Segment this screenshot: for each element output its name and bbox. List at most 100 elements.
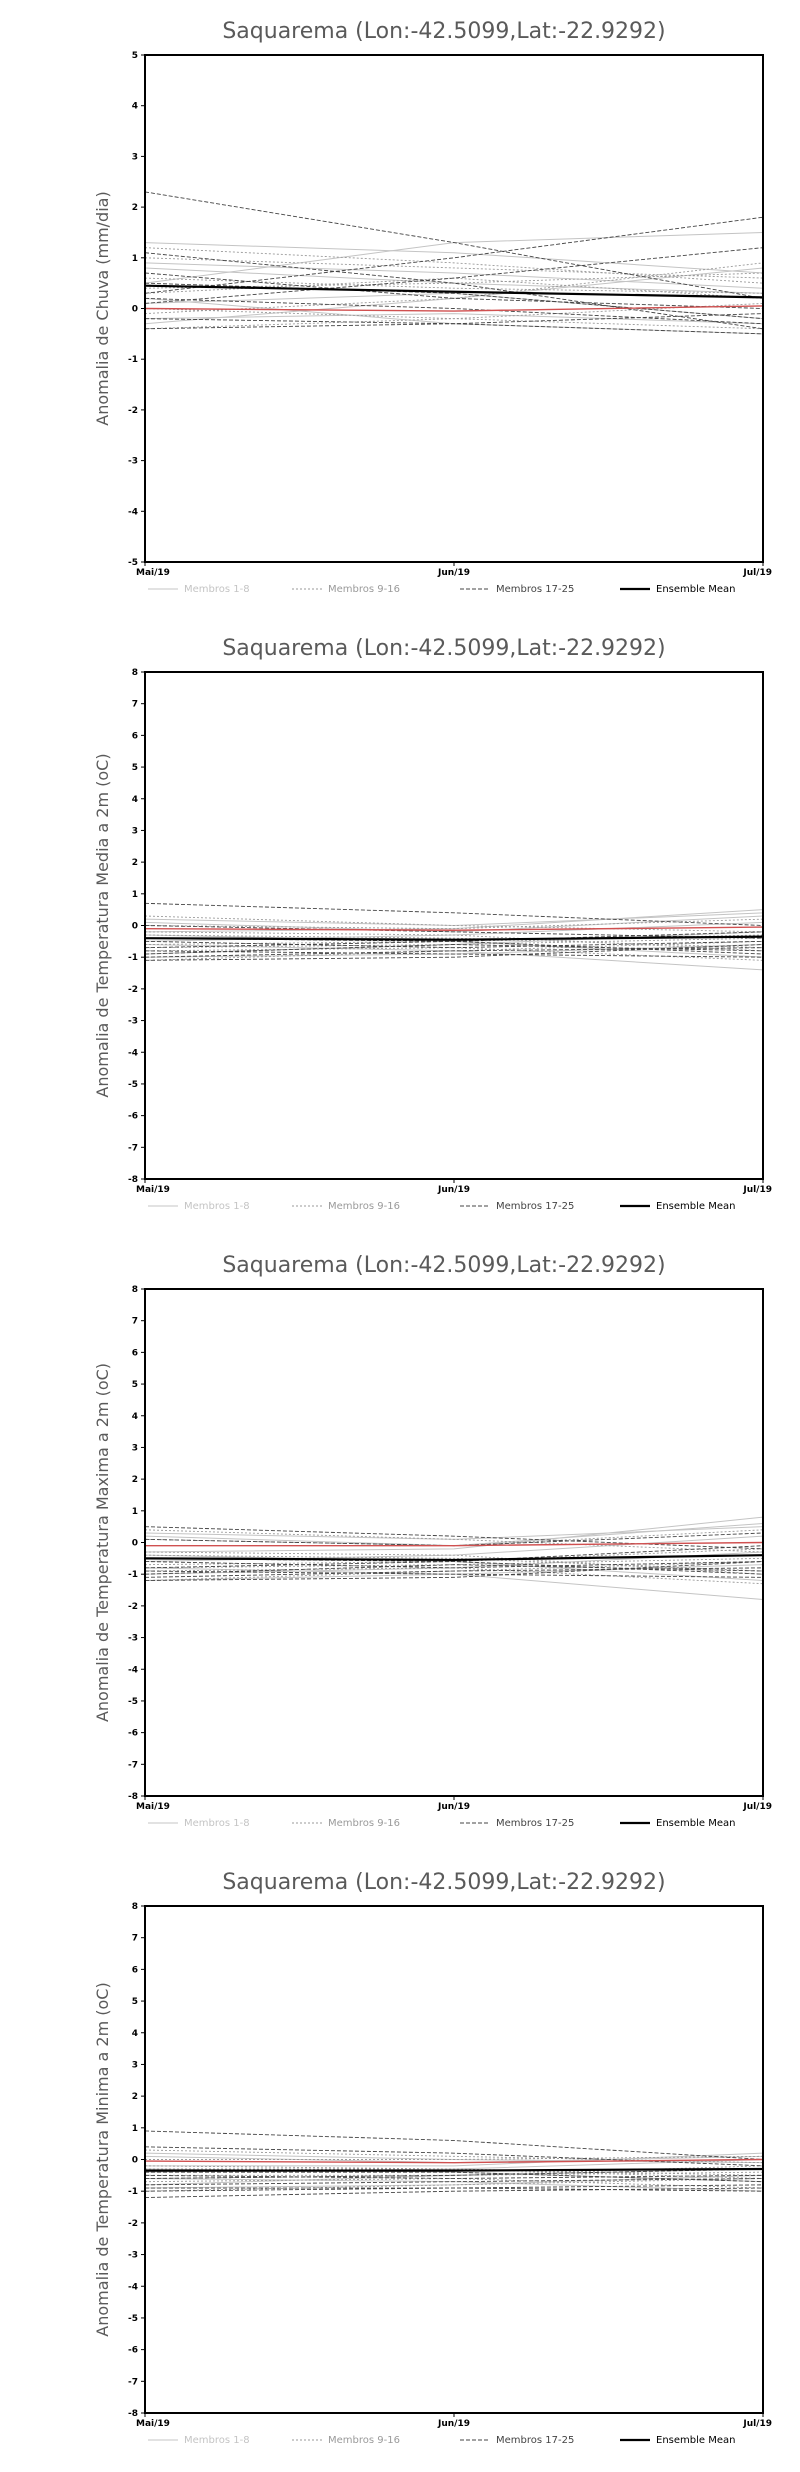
series-line-members-17-25-9 (144, 2178, 764, 2186)
series-line-members-9-16-5 (144, 2149, 764, 2164)
legend-label-members-9-16: Membros 9-16 (328, 1201, 400, 1212)
x-tick-label: Mai/19 (136, 1185, 170, 1195)
chart-title: Saquarema (Lon:-42.5099,Lat:-22.9292) (222, 19, 665, 44)
y-tick-label: -2 (128, 1602, 138, 1612)
series-line-highlight-member (144, 926, 764, 931)
y-tick-label: 0 (132, 305, 138, 315)
series-line-highlight-member (145, 1541, 764, 1547)
series-line-members-17-25-5 (144, 2168, 764, 2179)
y-tick-label: -4 (128, 1048, 138, 1058)
series-line-members-1-8-1 (145, 2152, 764, 2167)
y-tick-label: -5 (128, 2314, 138, 2324)
y-tick-label: -8 (128, 2409, 138, 2419)
x-tick-label: Jul/19 (742, 568, 772, 578)
series-line-highlight-member (144, 305, 764, 312)
series-line-members-17-25-2 (144, 1567, 764, 1578)
y-tick-label: 2 (132, 1475, 138, 1485)
legend-label-ensemble-mean: Ensemble Mean (656, 2435, 735, 2446)
legend-label-members-1-8: Membros 1-8 (184, 584, 250, 595)
y-tick-label: -7 (128, 1760, 138, 1770)
legend-label-members-17-25: Membros 17-25 (496, 2435, 574, 2446)
series-line-members-17-25-6 (144, 925, 764, 939)
y-tick-label: -2 (128, 2219, 138, 2229)
y-tick-label: -5 (128, 558, 138, 568)
x-tick-label: Jun/19 (437, 2419, 470, 2429)
series-line-members-9-16-2 (145, 2155, 764, 2160)
series-line-members-17-25-5 (144, 1545, 764, 1569)
series-line-members-17-25-3 (144, 252, 764, 330)
y-tick-label: 4 (132, 2029, 138, 2039)
y-tick-label: -2 (128, 985, 138, 995)
legend-label-members-17-25: Membros 17-25 (496, 1201, 574, 1212)
y-tick-label: 2 (132, 2092, 138, 2102)
legend-label-members-9-16: Membros 9-16 (328, 2435, 400, 2446)
series-line-members-17-25-9 (144, 944, 764, 955)
series-line-members-17-25-2 (144, 947, 764, 958)
y-tick-label: -2 (128, 406, 138, 416)
legend-label-ensemble-mean: Ensemble Mean (656, 584, 735, 595)
series-line-ensemble-mean (144, 1554, 764, 1562)
y-tick-label: 4 (132, 795, 138, 805)
y-tick-label: -5 (128, 1080, 138, 1090)
y-tick-label: 6 (132, 1965, 138, 1975)
legend-label-members-17-25: Membros 17-25 (496, 584, 574, 595)
chart-title: Saquarema (Lon:-42.5099,Lat:-22.9292) (222, 636, 665, 661)
series-line-members-17-25-4 (144, 2187, 764, 2198)
series-line-members-17-25-1 (144, 902, 764, 926)
chart-panel-4: Saquarema (Lon:-42.5099,Lat:-22.9292) Ano… (93, 1870, 772, 2446)
plot-frame (144, 1288, 764, 1797)
y-tick-label: 3 (132, 826, 138, 836)
y-tick-label: 2 (132, 203, 138, 213)
series-line-members-9-16-1 (144, 1554, 764, 1572)
y-tick-label: 8 (132, 1902, 138, 1912)
series-line-members-17-25-4 (144, 1561, 764, 1581)
series-line-members-17-25-6 (144, 247, 764, 304)
chart-panel-2: Saquarema (Lon:-42.5099,Lat:-22.9292) Ano… (93, 636, 772, 1212)
series-line-members-17-25-1 (144, 2130, 764, 2160)
series-line-members-17-25-8 (144, 1561, 764, 1569)
series-line-members-17-25-7 (145, 2187, 764, 2192)
y-tick-label: 6 (132, 731, 138, 741)
y-tick-label: 7 (132, 700, 138, 710)
y-tick-label: -6 (128, 2346, 138, 2356)
y-axis-label: Anomalia de Temperatura Media a 2m (oC) (93, 753, 112, 1097)
y-tick-label: 4 (132, 102, 138, 112)
x-tick-label: Jul/19 (742, 1185, 772, 1195)
legend-label-members-1-8: Membros 1-8 (184, 1201, 250, 1212)
series-line-members-9-16-7 (144, 1551, 764, 1575)
x-tick-label: Mai/19 (136, 2419, 170, 2429)
y-tick-label: -3 (128, 1634, 138, 1644)
y-tick-label: -3 (128, 1017, 138, 1027)
series-line-members-9-16-1 (144, 934, 764, 949)
x-tick-label: Jul/19 (742, 2419, 772, 2429)
series-line-members-17-25-7 (144, 950, 764, 958)
series-line-members-17-25-3 (145, 2171, 764, 2183)
series-line-members-17-25-1 (144, 191, 764, 299)
series-line-members-9-16-3 (144, 262, 764, 315)
y-tick-label: -1 (128, 355, 138, 365)
series-line-members-1-8-1 (144, 242, 764, 274)
series-line-members-9-16-1 (144, 247, 764, 284)
y-tick-label: -1 (128, 1570, 138, 1580)
x-tick-label: Jun/19 (437, 1802, 470, 1812)
chart-title: Saquarema (Lon:-42.5099,Lat:-22.9292) (222, 1253, 665, 1278)
y-tick-label: 3 (132, 1443, 138, 1453)
series-line-members-17-25-1 (144, 1526, 764, 1550)
y-tick-label: 0 (132, 2156, 138, 2166)
y-tick-label: 1 (132, 2124, 138, 2134)
y-tick-label: 0 (132, 922, 138, 932)
y-tick-label: 1 (132, 254, 138, 264)
y-tick-label: 1 (132, 1507, 138, 1517)
x-tick-label: Jun/19 (437, 568, 470, 578)
series-line-members-9-16-7 (144, 302, 764, 330)
series-line-members-17-25-7 (144, 318, 764, 335)
series-line-members-9-16-5 (144, 1529, 764, 1553)
y-tick-label: 5 (132, 1997, 138, 2007)
series-line-members-9-16-6 (144, 257, 764, 279)
y-tick-label: 5 (132, 763, 138, 773)
legend-label-ensemble-mean: Ensemble Mean (656, 1201, 735, 1212)
series-line-members-9-16-5 (144, 277, 764, 299)
y-tick-label: -7 (128, 1143, 138, 1153)
y-tick-label: 7 (132, 1317, 138, 1327)
